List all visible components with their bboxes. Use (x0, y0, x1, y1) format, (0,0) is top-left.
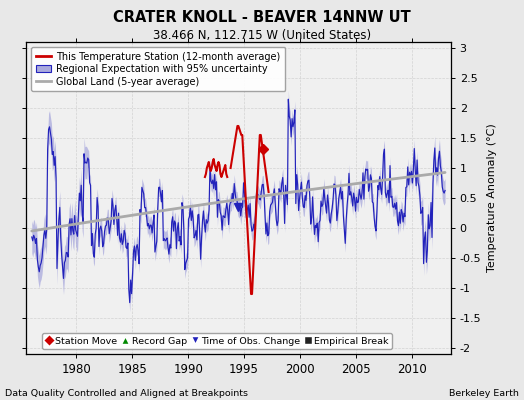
Text: 38.466 N, 112.715 W (United States): 38.466 N, 112.715 W (United States) (153, 29, 371, 42)
Text: CRATER KNOLL - BEAVER 14NNW UT: CRATER KNOLL - BEAVER 14NNW UT (113, 10, 411, 25)
Legend: Station Move, Record Gap, Time of Obs. Change, Empirical Break: Station Move, Record Gap, Time of Obs. C… (42, 333, 392, 349)
Text: Berkeley Earth: Berkeley Earth (449, 389, 519, 398)
Y-axis label: Temperature Anomaly (°C): Temperature Anomaly (°C) (487, 124, 497, 272)
Text: Data Quality Controlled and Aligned at Breakpoints: Data Quality Controlled and Aligned at B… (5, 389, 248, 398)
